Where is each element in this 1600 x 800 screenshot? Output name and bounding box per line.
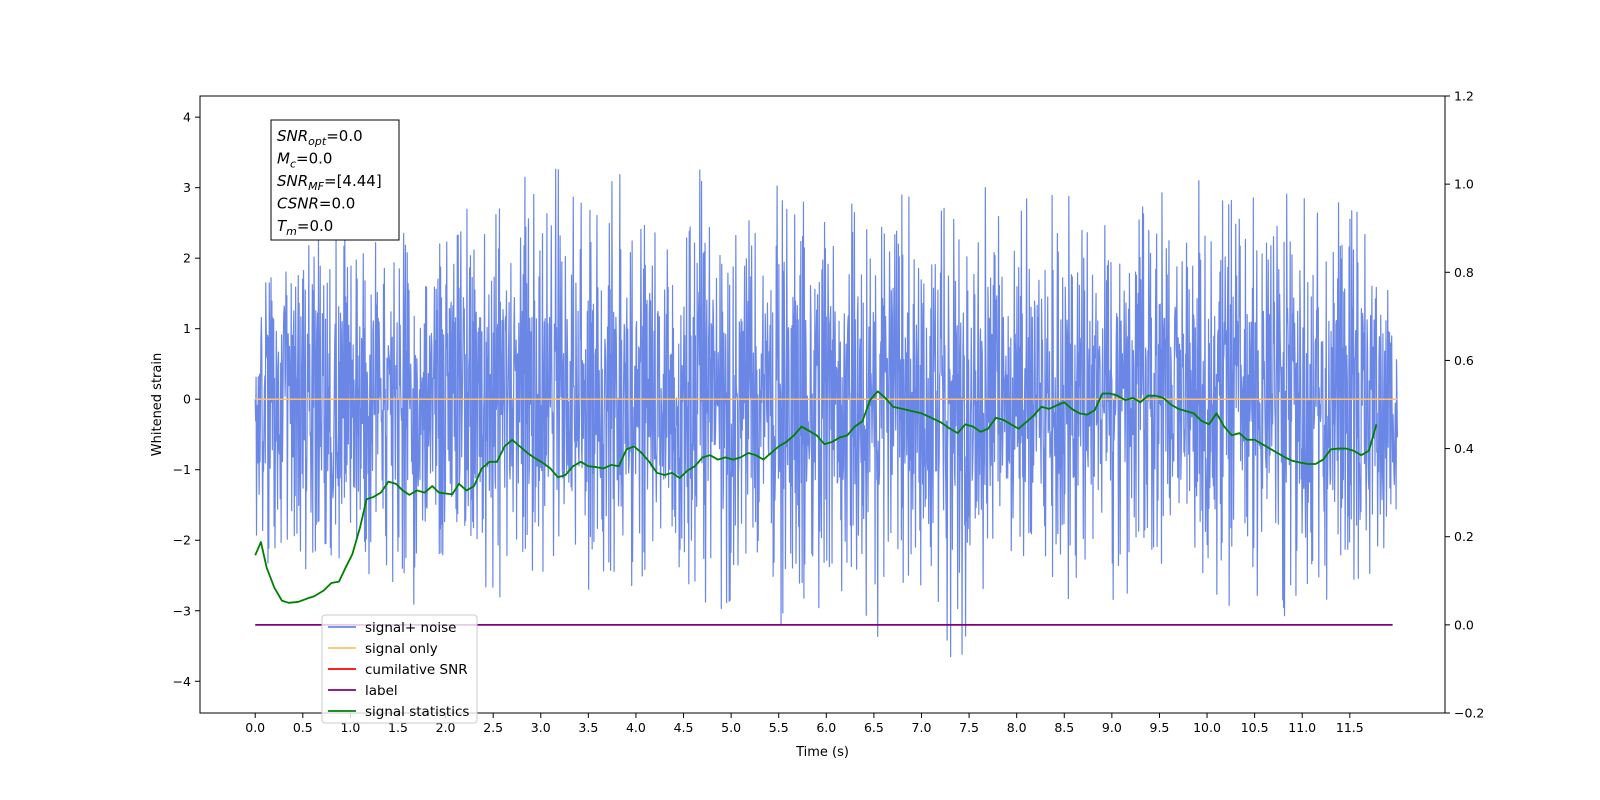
legend-entry: signal only [365,641,438,657]
x-tick-label: 1.5 [388,720,408,735]
x-tick-label: 5.5 [769,720,789,735]
stats-line: SNRopt=0.0 [277,127,363,148]
x-tick-label: 7.5 [959,720,979,735]
stats-line: SNRMF=[4.44] [277,172,382,193]
x-tick-label: 5.0 [721,720,741,735]
x-axis-label: Time (s) [795,745,849,760]
plot-frame [199,95,1446,714]
x-tick-label: 1.0 [340,720,360,735]
stats-line: Mc=0.0 [277,150,332,171]
legend: signal+ noise signal only cumilative SNR la… [321,614,478,724]
y2-tick-label: 0.8 [1454,265,1474,280]
x-tick-label: 9.5 [1150,720,1170,735]
y2-tick-label: 0.0 [1454,617,1474,632]
x-tick-label: 10.0 [1193,720,1221,735]
x-tick-label: 11.0 [1288,720,1316,735]
plot-area [254,168,1399,658]
x-tick-label: 2.5 [483,720,503,735]
x-tick-label: 8.5 [1054,720,1074,735]
x-tick-label: 4.0 [626,720,646,735]
y-tick-label: 3 [183,180,191,195]
y-tick-label: −3 [173,603,191,618]
x-tick-label: 4.5 [674,720,694,735]
stats-box-frame [270,119,400,241]
x-tick-label: 11.5 [1336,720,1364,735]
y2-tick-label: 0.4 [1454,441,1474,456]
x-tick-label: 6.0 [816,720,836,735]
y-tick-label: 0 [183,392,191,407]
x-tick-label: 9.0 [1102,720,1122,735]
y-tick-label: −1 [173,462,191,477]
legend-entry: signal statistics [365,704,469,720]
y-tick-label: −4 [173,674,191,689]
x-tick-label: 6.5 [864,720,884,735]
legend-box [321,614,478,724]
stats-line: CSNR=0.0 [277,195,355,213]
x-tick-label: 7.0 [912,720,932,735]
series-signal-noise-line [254,168,1399,658]
plot-clip [254,168,1399,658]
y2-tick-label: 1.2 [1454,89,1474,104]
legend-entry: signal+ noise [365,620,456,636]
x-tick-label: 0.0 [245,720,265,735]
y2-tick-label: −0.2 [1454,706,1484,721]
x-tick-label: 2.0 [436,720,456,735]
y2-tick-label: 1.0 [1454,177,1474,192]
x-tick-label: 3.0 [531,720,551,735]
x-tick-label: 10.5 [1241,720,1269,735]
x-tick-label: 8.0 [1007,720,1027,735]
x-tick-label: 0.5 [293,720,313,735]
series-signal-statistics-line [254,390,1378,604]
legend-entry: cumilative SNR [365,662,468,678]
y2-tick-label: 0.2 [1454,529,1474,544]
legend-entry: label [365,683,398,699]
y-tick-label: 1 [183,321,191,336]
y-tick-label: 2 [183,251,191,266]
axes: 0.0 0.5 1.0 1.5 2.0 2.5 3.0 3.5 4.0 4.5 5.0 5.5 6.0 6… [150,89,1484,761]
y2-tick-label: 0.6 [1454,353,1474,368]
y-axis-label: Whitened strain [150,353,165,456]
y-tick-label: 4 [183,110,191,125]
x-tick-label: 3.5 [578,720,598,735]
y-tick-label: −2 [173,533,191,548]
stats-line: Tm=0.0 [277,217,333,238]
